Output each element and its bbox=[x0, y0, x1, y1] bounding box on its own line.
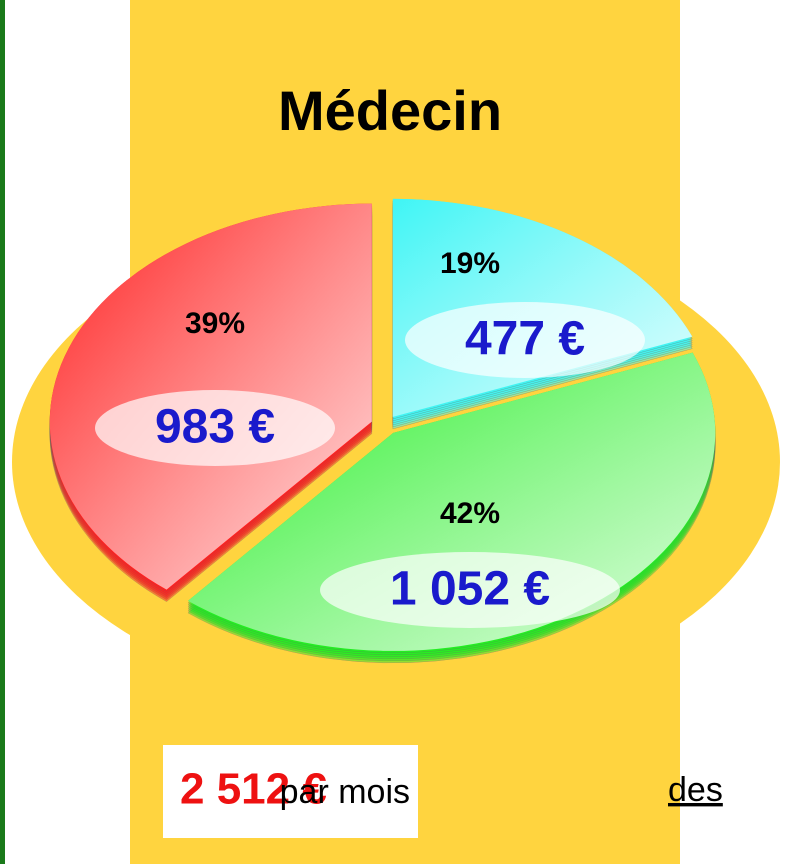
amount-bubble bbox=[95, 390, 335, 466]
percent-label: 39% bbox=[185, 307, 245, 340]
amount-bubble bbox=[320, 552, 620, 628]
percent-label: 42% bbox=[440, 497, 500, 530]
chart-title: Médecin bbox=[278, 79, 502, 142]
total-suffix: par mois bbox=[280, 773, 410, 811]
percent-label: 19% bbox=[440, 247, 500, 280]
amount-label: 1 052 € bbox=[390, 563, 550, 616]
amount-bubble bbox=[405, 302, 645, 378]
pie: 19% 477 € 42% 1 052 € 39% 983 € bbox=[49, 198, 716, 664]
side-text: des bbox=[668, 771, 723, 809]
total-box bbox=[163, 745, 418, 838]
amount-label: 477 € bbox=[465, 313, 585, 366]
amount-label: 983 € bbox=[155, 401, 275, 454]
left-border bbox=[0, 0, 5, 864]
total: 2 512 € bbox=[180, 765, 327, 814]
